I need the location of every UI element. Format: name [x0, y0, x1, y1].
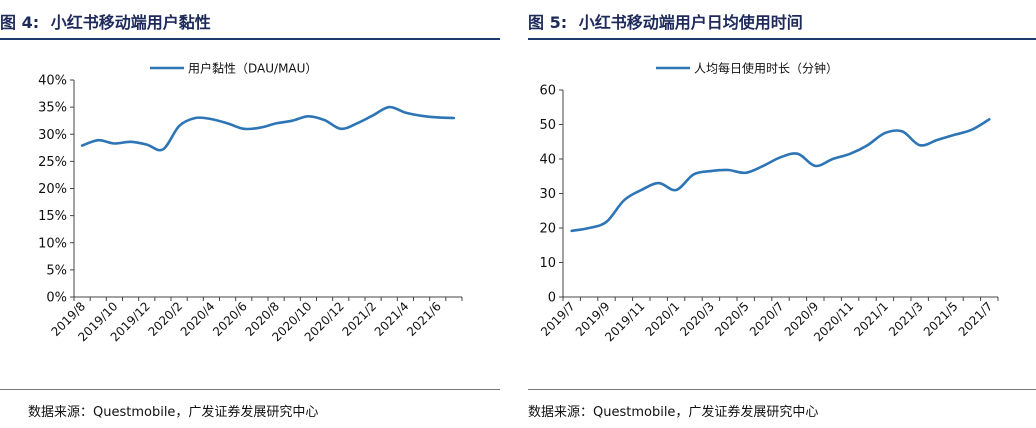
- x-tick-label: 2020/4: [178, 299, 218, 339]
- y-tick-label: 25%: [38, 155, 67, 170]
- chart-panel-daily-usage: 图 5: 小红书移动端用户日均使用时间 0 10 20 30 40 50 60 2019/7 2…: [518, 0, 1036, 428]
- source-note: 数据来源：Questmobile，广发证券发展研究中心: [528, 405, 819, 420]
- legend-label: 用户黏性（DAU/MAU）: [188, 61, 317, 76]
- y-tick-label: 60: [539, 84, 556, 99]
- daily-usage-chart-svg: 01020304050602019/72019/92019/112020/120…: [538, 61, 999, 344]
- x-tick-label: 2021/3: [886, 299, 926, 339]
- x-tick-label: 2020/7: [747, 299, 787, 339]
- title-rule: [528, 38, 1036, 40]
- x-tick-label: 2019/7: [538, 299, 578, 339]
- chart-title: 小红书移动端用户日均使用时间: [578, 13, 803, 32]
- y-tick-label: 40%: [38, 74, 67, 89]
- legend-label: 人均每日使用时长（分钟）: [694, 61, 838, 76]
- series-line: [570, 118, 991, 233]
- y-tick-label: 0%: [46, 291, 67, 306]
- figure-title-4: 图 4: 小红书移动端用户黏性: [0, 9, 211, 33]
- y-tick-label: 0: [548, 291, 556, 306]
- x-tick-label: 2021/6: [404, 299, 444, 339]
- source-rule: [528, 389, 1036, 390]
- y-tick-label: 30: [539, 187, 556, 202]
- source-rule: [0, 389, 500, 390]
- figure-label: 图 5:: [528, 13, 568, 32]
- figure-label: 图 4:: [0, 13, 40, 32]
- y-tick-label: 5%: [46, 263, 67, 278]
- y-tick-label: 35%: [38, 101, 67, 116]
- x-tick-label: 2020/2: [145, 299, 185, 339]
- x-tick-label: 2020/1: [642, 299, 682, 339]
- series-line: [80, 105, 456, 152]
- x-tick-label: 2020/3: [677, 299, 717, 339]
- x-tick-label: 2020/5: [712, 299, 752, 339]
- legend: 用户黏性（DAU/MAU）: [150, 61, 317, 76]
- title-rule: [0, 38, 500, 40]
- y-tick-label: 10: [539, 256, 556, 271]
- y-tick-label: 50: [539, 118, 556, 133]
- x-tick-label: 2021/1: [851, 299, 891, 339]
- source-note: 数据来源：Questmobile，广发证券发展研究中心: [28, 405, 319, 420]
- y-tick-label: 15%: [38, 209, 67, 224]
- legend: 人均每日使用时长（分钟）: [656, 61, 838, 76]
- figure-title-5: 图 5: 小红书移动端用户日均使用时间: [528, 9, 803, 33]
- x-tick-label: 2021/4: [372, 299, 412, 339]
- chart-panel-user-stickiness: 图 4: 小红书移动端用户黏性 0% 5% 10% 15% 20% 25% 30% 35% 40…: [0, 0, 508, 428]
- x-tick-label: 2021/7: [956, 299, 996, 339]
- x-tick-label: 2020/6: [210, 299, 250, 339]
- y-tick-label: 30%: [38, 128, 67, 143]
- stickiness-chart-svg: 0%5%10%15%20%25%30%35%40%2019/82019/1020…: [38, 61, 463, 344]
- x-tick-label: 2021/5: [921, 299, 961, 339]
- y-tick-label: 10%: [38, 236, 67, 251]
- y-tick-label: 40: [539, 153, 556, 168]
- chart-title: 小红书移动端用户黏性: [50, 13, 211, 32]
- y-tick-label: 20%: [38, 182, 67, 197]
- y-tick-label: 20: [539, 222, 556, 237]
- x-tick-label: 2021/2: [339, 299, 379, 339]
